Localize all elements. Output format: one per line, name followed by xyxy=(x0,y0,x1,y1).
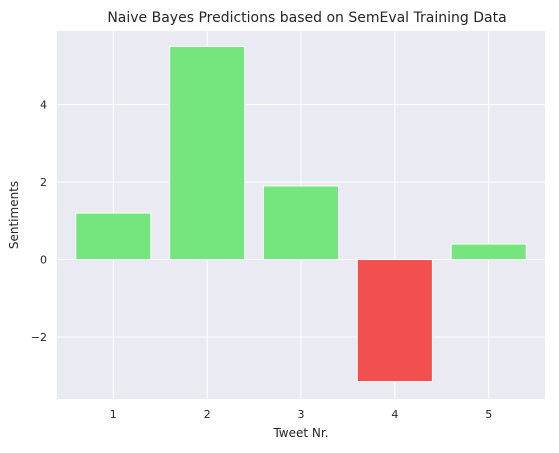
x-tick-label: 2 xyxy=(204,408,211,421)
y-tick-label: 4 xyxy=(40,99,47,112)
bar-5 xyxy=(450,243,527,261)
bar-3 xyxy=(262,185,340,261)
y-tick-label: −2 xyxy=(31,331,47,344)
chart-title: Naive Bayes Predictions based on SemEval… xyxy=(107,10,506,26)
bars xyxy=(75,45,527,383)
x-tick-label: 5 xyxy=(485,408,492,421)
x-axis-ticks: 1 2 3 4 5 xyxy=(110,408,492,421)
bar-4 xyxy=(356,259,433,383)
bar-2 xyxy=(169,45,246,261)
y-tick-label: 2 xyxy=(40,176,47,189)
y-tick-label: 0 xyxy=(40,254,47,267)
x-tick-label: 4 xyxy=(391,408,398,421)
y-axis-label: Sentiments xyxy=(7,181,21,249)
y-axis-ticks: −2 0 2 4 xyxy=(31,99,47,344)
x-tick-label: 1 xyxy=(110,408,117,421)
x-tick-label: 3 xyxy=(298,408,305,421)
x-axis-label: Tweet Nr. xyxy=(272,426,328,440)
bar-1 xyxy=(75,212,152,261)
